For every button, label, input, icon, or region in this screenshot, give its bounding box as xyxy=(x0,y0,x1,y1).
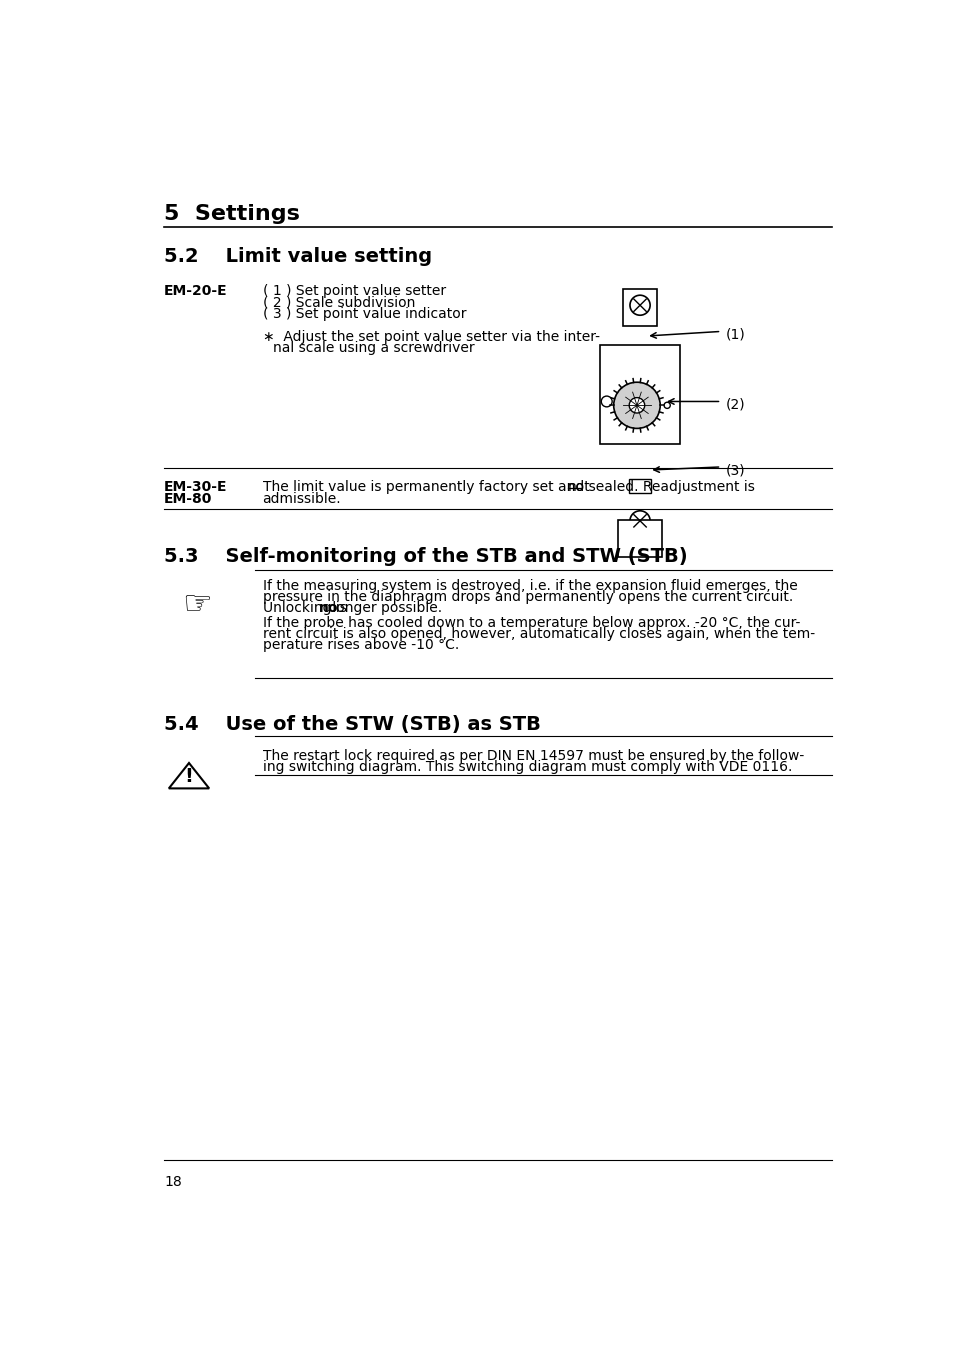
Text: If the measuring system is destroyed, i.e. if the expansion fluid emerges, the: If the measuring system is destroyed, i.… xyxy=(262,579,797,594)
Text: perature rises above -10 °C.: perature rises above -10 °C. xyxy=(262,637,458,652)
Text: ( 2 ) Scale subdivision: ( 2 ) Scale subdivision xyxy=(262,296,415,309)
Circle shape xyxy=(663,402,670,409)
Polygon shape xyxy=(169,763,209,788)
FancyBboxPatch shape xyxy=(622,289,657,325)
Text: 5.4    Use of the STW (STB) as STB: 5.4 Use of the STW (STB) as STB xyxy=(164,716,540,734)
Text: If the probe has cooled down to a temperature below approx. -20 °C, the cur-: If the probe has cooled down to a temper… xyxy=(262,617,800,630)
Text: nal scale using a screwdriver: nal scale using a screwdriver xyxy=(274,342,475,355)
Text: ☞: ☞ xyxy=(182,589,212,621)
Text: rent circuit is also opened, however, automatically closes again, when the tem-: rent circuit is also opened, however, au… xyxy=(262,628,814,641)
Text: longer possible.: longer possible. xyxy=(328,601,441,614)
Text: EM-20-E: EM-20-E xyxy=(164,284,228,297)
Text: pressure in the diaphragm drops and permanently opens the current circuit.: pressure in the diaphragm drops and perm… xyxy=(262,590,792,603)
Circle shape xyxy=(629,398,644,413)
FancyBboxPatch shape xyxy=(629,479,650,493)
Text: Unlocking is: Unlocking is xyxy=(262,601,351,614)
Text: ∗  Adjust the set point value setter via the inter-: ∗ Adjust the set point value setter via … xyxy=(262,329,599,344)
Text: ing switching diagram. This switching diagram must comply with VDE 0116.: ing switching diagram. This switching di… xyxy=(262,760,791,774)
Text: (3): (3) xyxy=(724,463,744,477)
Text: 5.3    Self-monitoring of the STB and STW (STB): 5.3 Self-monitoring of the STB and STW (… xyxy=(164,547,687,566)
Text: not: not xyxy=(567,481,590,494)
Text: ( 3 ) Set point value indicator: ( 3 ) Set point value indicator xyxy=(262,306,466,321)
Text: (2): (2) xyxy=(724,397,744,412)
Circle shape xyxy=(629,510,649,531)
Text: admissible.: admissible. xyxy=(262,491,341,505)
Text: EM-30-E: EM-30-E xyxy=(164,481,228,494)
Text: 18: 18 xyxy=(164,1174,182,1188)
Text: EM-80: EM-80 xyxy=(164,491,213,505)
FancyBboxPatch shape xyxy=(627,359,652,382)
Text: 5  Settings: 5 Settings xyxy=(164,204,300,224)
Circle shape xyxy=(600,396,612,406)
Text: ( 1 ) Set point value setter: ( 1 ) Set point value setter xyxy=(262,284,445,297)
Text: 5.2    Limit value setting: 5.2 Limit value setting xyxy=(164,247,432,266)
Text: (1): (1) xyxy=(724,328,744,342)
FancyBboxPatch shape xyxy=(599,346,679,444)
Text: no: no xyxy=(318,601,337,614)
Text: The restart lock required as per DIN EN 14597 must be ensured by the follow-: The restart lock required as per DIN EN … xyxy=(262,749,803,763)
Circle shape xyxy=(629,296,649,316)
Circle shape xyxy=(613,382,659,428)
Text: !: ! xyxy=(184,767,193,786)
Text: The limit value is permanently factory set and sealed. Readjustment is: The limit value is permanently factory s… xyxy=(262,481,758,494)
FancyBboxPatch shape xyxy=(618,520,661,558)
